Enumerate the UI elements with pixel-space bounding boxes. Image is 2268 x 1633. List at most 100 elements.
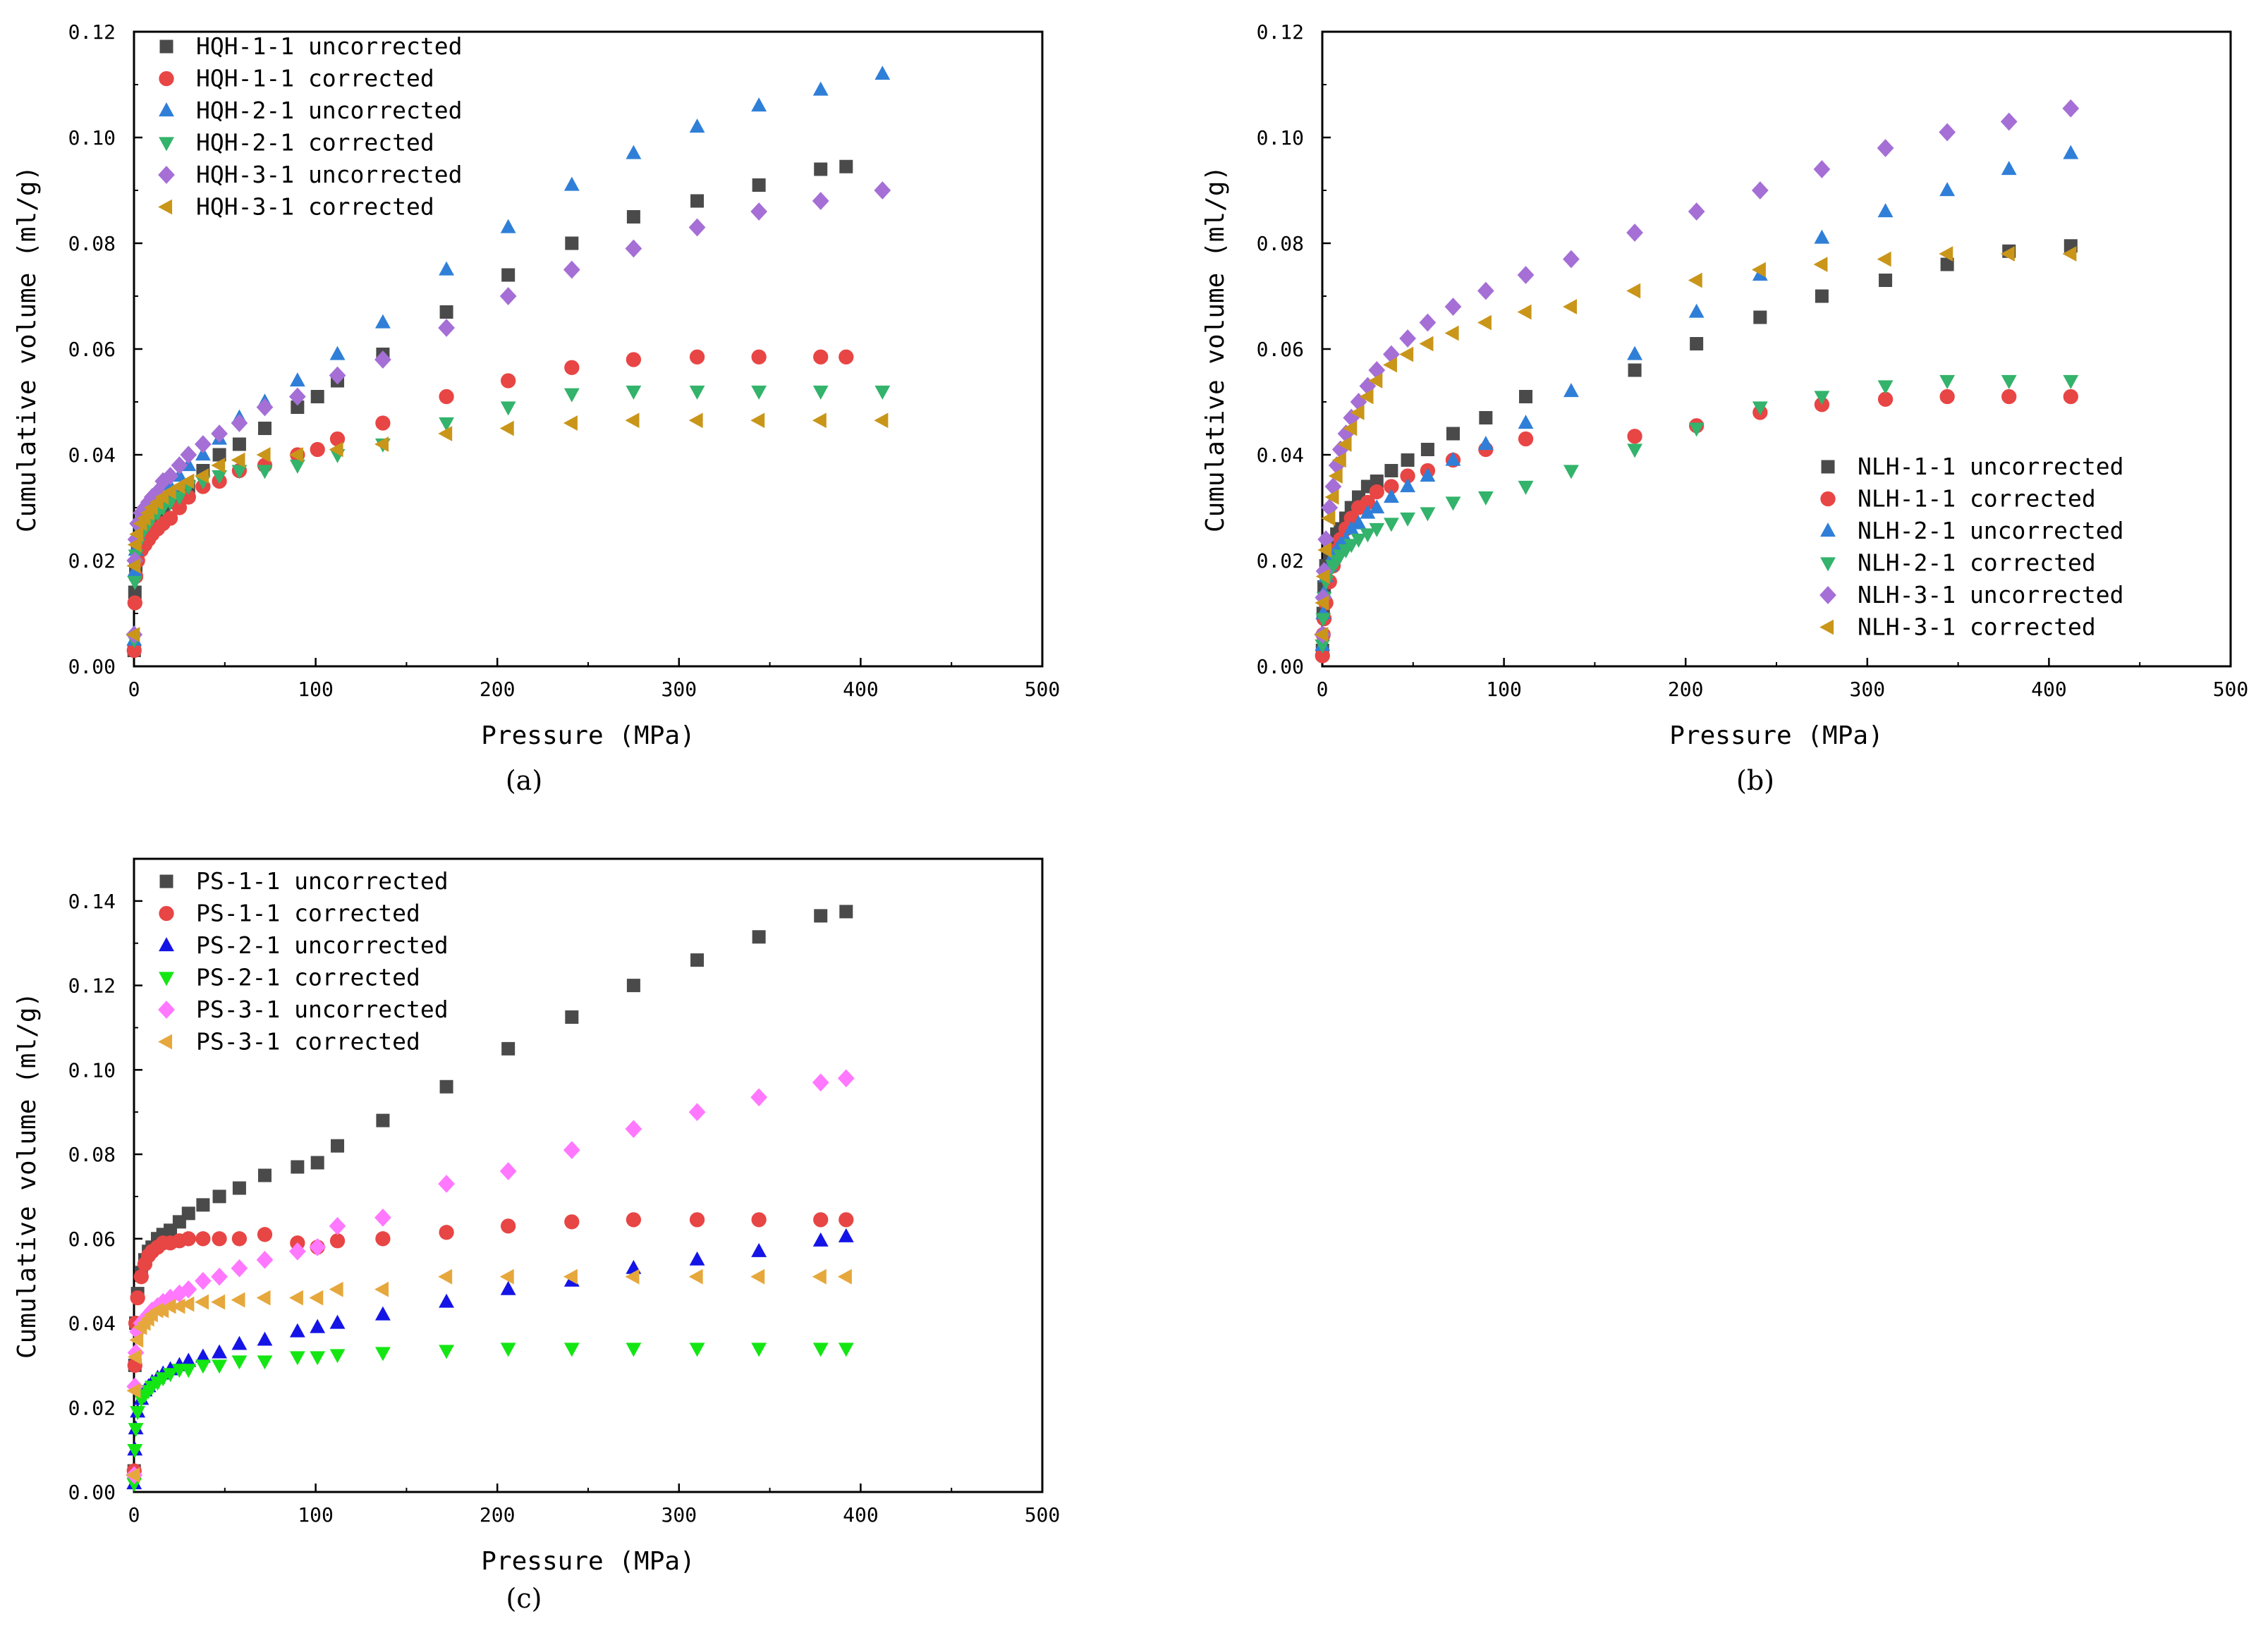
data-point [1324, 489, 1339, 505]
data-point [690, 953, 705, 967]
legend-marker [1819, 619, 1834, 635]
data-point [1419, 313, 1437, 332]
data-point [1627, 345, 1642, 360]
x-tick-label: 200 [1668, 678, 1704, 701]
data-point [1331, 452, 1346, 468]
data-point [288, 1290, 303, 1306]
data-point [289, 459, 305, 474]
y-tick-label: 0.02 [68, 1396, 116, 1419]
data-point [438, 319, 455, 337]
data-point [812, 385, 829, 400]
data-point [1688, 303, 1705, 318]
data-point [1401, 453, 1415, 467]
data-point [1814, 229, 1830, 244]
data-point [812, 1268, 827, 1285]
panel-caption: (b) [1736, 765, 1774, 796]
data-point [626, 1343, 642, 1357]
data-point [126, 1383, 141, 1399]
data-point [126, 1467, 140, 1483]
data-point [130, 1406, 146, 1421]
data-point [874, 66, 891, 80]
y-tick-label: 0.14 [68, 890, 116, 913]
y-tick-label: 0.06 [68, 1228, 116, 1251]
data-point [1383, 357, 1397, 373]
data-point [1445, 451, 1461, 466]
data-point [329, 1281, 343, 1297]
legend-marker [159, 137, 174, 152]
data-point [181, 1231, 196, 1247]
data-point [128, 585, 142, 599]
data-point [439, 1080, 453, 1094]
data-point [812, 1073, 829, 1092]
data-point [500, 1343, 516, 1357]
data-point [161, 1298, 176, 1314]
data-point [1370, 475, 1384, 488]
data-point [689, 1212, 705, 1228]
data-point [1477, 314, 1492, 331]
data-point [232, 1181, 246, 1195]
data-point [161, 467, 179, 485]
data-point [500, 401, 516, 416]
data-point [1317, 542, 1332, 558]
data-point [1877, 380, 1894, 395]
data-point [231, 452, 245, 468]
legend-label: HQH-2-1 corrected [196, 129, 434, 157]
legend-marker [159, 874, 173, 888]
data-point [212, 1189, 226, 1204]
data-point [2000, 112, 2018, 131]
data-point [129, 1332, 144, 1348]
data-point [563, 1141, 580, 1159]
data-point [329, 1349, 346, 1364]
x-tick-label: 200 [480, 678, 516, 701]
data-point [1419, 336, 1434, 352]
legend-marker [1821, 460, 1835, 474]
data-point [1688, 422, 1705, 437]
legend-label: HQH-1-1 uncorrected [196, 32, 463, 60]
data-point [1813, 257, 1828, 272]
data-point [195, 1294, 209, 1310]
data-point [499, 1162, 517, 1180]
data-point [309, 1237, 327, 1256]
legend-label: PS-1-1 uncorrected [196, 867, 449, 895]
data-point [1400, 512, 1415, 527]
data-point [812, 412, 827, 429]
data-point [1627, 429, 1642, 444]
data-point [563, 388, 580, 403]
data-point [1479, 411, 1493, 424]
series-ps-2-1-corrected [126, 1343, 854, 1492]
data-point [689, 1343, 705, 1357]
data-point [195, 1348, 211, 1363]
data-point [751, 1212, 767, 1228]
data-point [1359, 389, 1374, 405]
data-point [2001, 374, 2017, 389]
data-point [211, 458, 226, 473]
data-point [1813, 160, 1831, 178]
data-point [212, 1231, 227, 1247]
series-hqh-3-1-corrected [126, 412, 889, 642]
data-point [171, 1298, 185, 1314]
x-tick-label: 500 [1025, 678, 1061, 701]
legend-label: PS-2-1 uncorrected [196, 931, 449, 959]
data-point [689, 385, 705, 400]
y-tick-label: 0.06 [1257, 338, 1304, 361]
data-point [289, 372, 305, 387]
data-point [1383, 489, 1399, 503]
data-point [563, 260, 580, 279]
data-point [839, 349, 854, 365]
data-point [1626, 283, 1641, 299]
data-point [1383, 518, 1399, 532]
data-point [1518, 431, 1534, 447]
data-point [374, 436, 389, 452]
legend-marker [158, 166, 175, 184]
data-point [2063, 374, 2079, 389]
legend-marker [159, 39, 173, 54]
data-point [500, 219, 516, 233]
data-point [329, 1314, 346, 1329]
data-point [329, 1217, 346, 1235]
legend-label: NLH-2-1 uncorrected [1858, 517, 2124, 544]
data-point [563, 415, 578, 431]
data-point [126, 642, 142, 659]
data-point [1477, 281, 1494, 300]
legend-marker [158, 1034, 173, 1050]
